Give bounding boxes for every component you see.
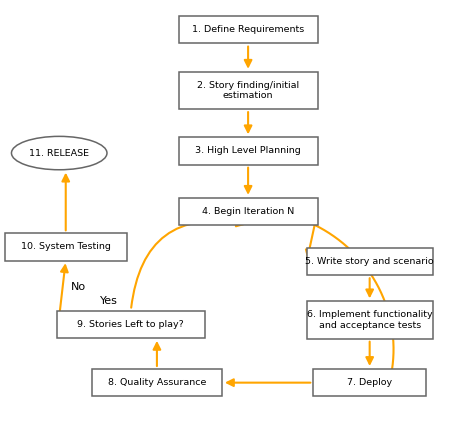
FancyBboxPatch shape — [307, 248, 432, 275]
FancyBboxPatch shape — [307, 301, 432, 339]
Text: No: No — [71, 282, 86, 291]
Ellipse shape — [11, 136, 107, 170]
Text: 6. Implement functionality
and acceptance tests: 6. Implement functionality and acceptanc… — [307, 310, 432, 330]
FancyBboxPatch shape — [5, 233, 126, 261]
Text: Yes: Yes — [100, 296, 118, 306]
Text: 8. Quality Assurance: 8. Quality Assurance — [108, 378, 206, 387]
Text: 5. Write story and scenario: 5. Write story and scenario — [306, 257, 434, 266]
FancyBboxPatch shape — [179, 71, 318, 109]
Text: 3. High Level Planning: 3. High Level Planning — [195, 146, 301, 156]
FancyBboxPatch shape — [92, 369, 222, 396]
FancyBboxPatch shape — [179, 137, 318, 165]
FancyBboxPatch shape — [313, 369, 426, 396]
Text: 1. Define Requirements: 1. Define Requirements — [192, 25, 304, 34]
Text: 11. RELEASE: 11. RELEASE — [29, 148, 89, 157]
Text: 10. System Testing: 10. System Testing — [21, 242, 111, 252]
Text: 2. Story finding/initial
estimation: 2. Story finding/initial estimation — [197, 81, 299, 100]
Text: 7. Deploy: 7. Deploy — [347, 378, 392, 387]
FancyBboxPatch shape — [179, 198, 318, 225]
Text: 9. Stories Left to play?: 9. Stories Left to play? — [77, 320, 184, 329]
FancyBboxPatch shape — [179, 16, 318, 44]
FancyBboxPatch shape — [57, 310, 205, 338]
Text: 4. Begin Iteration N: 4. Begin Iteration N — [202, 207, 294, 216]
